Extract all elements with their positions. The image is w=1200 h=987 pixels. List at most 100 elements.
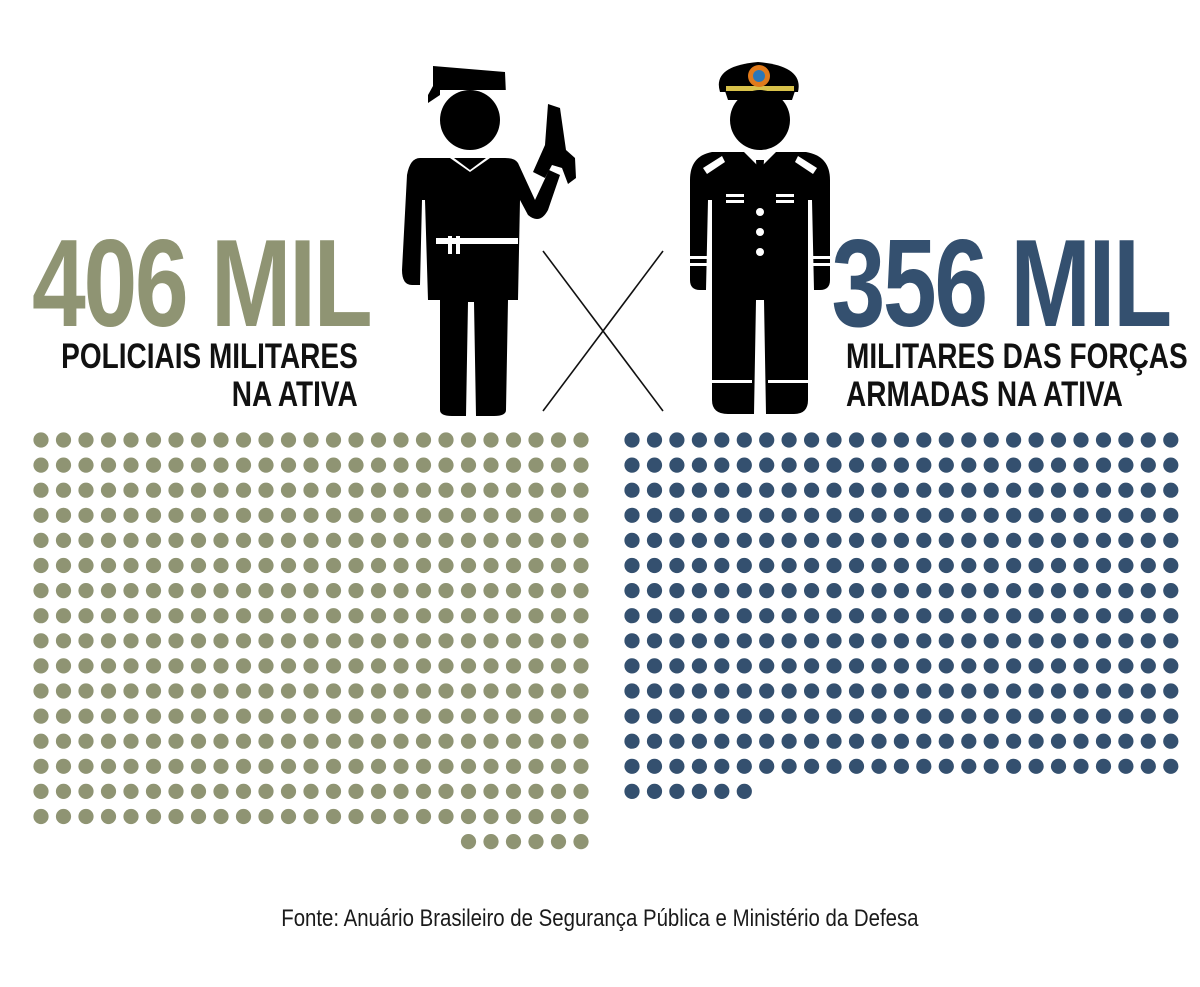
- right-dot: [691, 733, 708, 749]
- left-dot: [258, 783, 274, 800]
- right-dot: [759, 758, 775, 774]
- right-dot: [714, 432, 730, 448]
- left-dot: [393, 583, 409, 599]
- left-dot: [415, 708, 432, 724]
- left-dot: [483, 834, 499, 850]
- left-dot: [145, 658, 162, 674]
- left-dot: [528, 834, 544, 850]
- left-dot: [100, 507, 117, 523]
- right-dot: [646, 507, 663, 523]
- right-dot: [871, 658, 887, 674]
- left-dot: [55, 507, 72, 523]
- left-dot: [505, 557, 522, 574]
- right-dot: [961, 683, 977, 699]
- right-dot: [1028, 633, 1044, 649]
- left-dot: [348, 557, 364, 574]
- left-dot: [393, 557, 409, 574]
- right-dot: [1163, 583, 1179, 599]
- left-dot: [280, 557, 297, 574]
- right-dot: [736, 633, 752, 649]
- right-dot: [871, 557, 887, 574]
- left-dot: [415, 532, 432, 549]
- right-dot: [938, 658, 954, 674]
- right-dot: [646, 482, 663, 498]
- left-dot: [303, 783, 319, 800]
- left-dot: [325, 482, 342, 498]
- left-dot: [145, 532, 162, 549]
- left-dot: [483, 658, 499, 674]
- left-dot: [168, 808, 184, 825]
- left-dot: [123, 683, 139, 699]
- left-dot: [168, 683, 184, 699]
- right-dot: [804, 432, 820, 448]
- right-dot: [804, 482, 820, 498]
- left-dot: [528, 733, 544, 749]
- right-dot: [1140, 683, 1156, 699]
- right-dot: [1095, 733, 1112, 749]
- left-dot: [460, 633, 477, 649]
- left-dot: [415, 507, 432, 523]
- left-dot: [33, 758, 49, 774]
- right-dot: [961, 708, 977, 724]
- left-dot: [550, 583, 567, 599]
- left-dot: [190, 457, 207, 473]
- right-dot: [736, 432, 752, 448]
- left-dot: [348, 507, 364, 523]
- right-dot: [1163, 758, 1179, 774]
- left-dot: [123, 708, 139, 724]
- left-dot: [573, 583, 589, 599]
- right-dot: [893, 457, 910, 473]
- left-dot: [483, 808, 499, 825]
- left-dot: [483, 733, 499, 749]
- right-dot: [624, 683, 640, 699]
- right-dot: [916, 432, 932, 448]
- left-dot: [460, 733, 477, 749]
- right-caption-line2: ARMADAS NA ATIVA: [846, 375, 1123, 414]
- left-dot: [280, 532, 297, 549]
- right-dot: [736, 583, 752, 599]
- left-dot: [33, 557, 49, 574]
- left-dot: [123, 583, 139, 599]
- left-dot: [348, 733, 364, 749]
- left-dot: [528, 783, 544, 800]
- right-dot: [871, 633, 887, 649]
- right-dot: [1006, 557, 1022, 574]
- left-dot: [370, 608, 387, 624]
- left-dot: [33, 583, 49, 599]
- left-dot: [550, 683, 567, 699]
- left-dot: [505, 733, 522, 749]
- left-dot: [280, 683, 297, 699]
- left-dot: [573, 758, 589, 774]
- right-dot: [871, 583, 887, 599]
- left-dot: [438, 608, 454, 624]
- right-dot: [1163, 532, 1179, 549]
- left-dot: [190, 432, 207, 448]
- left-dot: [325, 532, 342, 549]
- right-dot: [736, 557, 752, 574]
- left-dot: [78, 583, 94, 599]
- right-dot: [826, 733, 842, 749]
- left-dot: [235, 658, 252, 674]
- right-dot: [1073, 633, 1089, 649]
- left-dot: [280, 783, 297, 800]
- left-dot: [235, 758, 252, 774]
- right-dot: [871, 708, 887, 724]
- left-dot: [460, 532, 477, 549]
- right-dot: [646, 457, 663, 473]
- right-dot: [1073, 658, 1089, 674]
- right-dot: [1095, 633, 1112, 649]
- right-dot: [624, 557, 640, 574]
- left-dot: [460, 583, 477, 599]
- left-dot: [280, 733, 297, 749]
- left-dot: [348, 808, 364, 825]
- right-dot: [736, 708, 752, 724]
- left-dot: [505, 432, 522, 448]
- left-dot: [168, 532, 184, 549]
- right-dot: [848, 683, 865, 699]
- right-dot: [804, 532, 820, 549]
- left-dot: [78, 507, 94, 523]
- right-dot: [669, 532, 685, 549]
- right-dot: [759, 633, 775, 649]
- right-dot: [1163, 432, 1179, 448]
- right-dot: [646, 608, 663, 624]
